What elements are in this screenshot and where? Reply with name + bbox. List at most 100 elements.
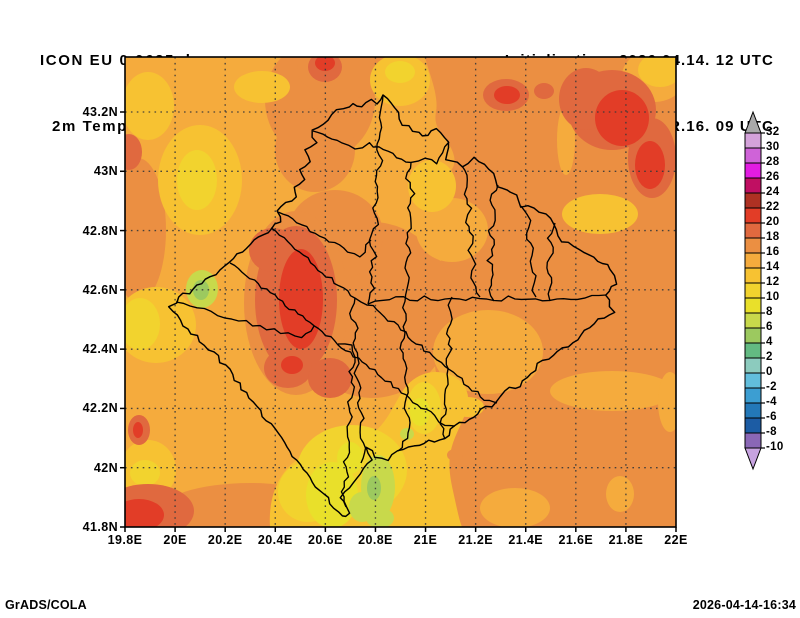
municipality-border bbox=[486, 184, 499, 302]
colorbar-arrow-below bbox=[744, 447, 762, 471]
colorbar-level-label: 18 bbox=[766, 231, 780, 243]
temp-contour-20..22 bbox=[635, 141, 665, 189]
lon-tick-label: 22E bbox=[664, 533, 688, 547]
colorbar-segment bbox=[744, 357, 762, 374]
lat-tick-label: 43N bbox=[93, 164, 118, 179]
lon-tick-label: 19.8E bbox=[107, 533, 143, 547]
temp-contour-20..22 bbox=[279, 249, 323, 349]
colorbar-segment bbox=[744, 372, 762, 389]
lon-tick-label: 20.4E bbox=[257, 533, 293, 547]
colorbar-segment bbox=[744, 162, 762, 179]
temp-contour-6..8 bbox=[400, 428, 414, 440]
temp-contour-8..10 bbox=[306, 462, 358, 527]
temp-contour-16..18 bbox=[447, 449, 463, 461]
colorbar-level-label: 30 bbox=[766, 141, 780, 153]
colorbar-level-label: 10 bbox=[766, 291, 780, 303]
municipality-border bbox=[270, 227, 498, 404]
temp-contour-12..14 bbox=[125, 72, 174, 140]
temp-contour-16..18 bbox=[125, 158, 166, 302]
municipality-border bbox=[349, 297, 367, 464]
colorbar-level-label: 8 bbox=[766, 306, 773, 318]
lat-tick-label: 42.6N bbox=[82, 282, 118, 297]
colorbar-level-label: 2 bbox=[766, 351, 773, 363]
temp-contour-20..22 bbox=[595, 90, 649, 146]
colorbar-segment bbox=[744, 402, 762, 419]
lon-tick-label: 21.2E bbox=[458, 533, 493, 547]
colorbar-level-label: 6 bbox=[766, 321, 773, 333]
colorbar-level-label: 26 bbox=[766, 171, 780, 183]
municipality-border bbox=[367, 294, 607, 305]
colorbar-segment bbox=[744, 192, 762, 209]
colorbar-level-label: 14 bbox=[766, 261, 780, 273]
temp-contour-16..18 bbox=[275, 108, 355, 192]
lon-tick-label: 20.6E bbox=[308, 533, 343, 547]
colorbar-segment bbox=[744, 252, 762, 269]
temp-contour-18..20 bbox=[308, 358, 352, 398]
colorbar-level-label: 16 bbox=[766, 246, 780, 258]
temp-contour-10..12 bbox=[177, 150, 217, 210]
colorbar-segment bbox=[744, 342, 762, 359]
map-frame bbox=[124, 56, 677, 528]
municipality-border bbox=[520, 205, 537, 298]
temp-contour-16..18 bbox=[457, 464, 469, 474]
colorbar-level-label: 32 bbox=[766, 126, 780, 138]
temp-contour-14..16 bbox=[550, 371, 674, 411]
municipality-border bbox=[277, 211, 372, 258]
lat-tick-label: 43.2N bbox=[82, 105, 118, 119]
lat-tick-label: 41.8N bbox=[82, 520, 118, 534]
temp-contour-12..14 bbox=[452, 397, 484, 417]
municipality-border bbox=[402, 162, 416, 334]
colorbar-segment bbox=[744, 222, 762, 239]
lon-tick-label: 20.2E bbox=[207, 533, 243, 547]
colorbar-level-label: 22 bbox=[766, 201, 780, 213]
colorbar-segment bbox=[744, 207, 762, 224]
lon-tick-label: 21.8E bbox=[608, 533, 644, 547]
colorbar-segment bbox=[744, 237, 762, 254]
colorbar-segment bbox=[744, 432, 762, 449]
colorbar-level-label: 12 bbox=[766, 276, 780, 288]
colorbar-level-label: -2 bbox=[766, 381, 777, 393]
colorbar-level-label: -10 bbox=[766, 441, 784, 453]
colorbar-segment bbox=[744, 282, 762, 299]
colorbar-level-label: 0 bbox=[766, 366, 773, 378]
temperature-field bbox=[125, 57, 676, 527]
colorbar-segment bbox=[744, 297, 762, 314]
municipality-border bbox=[229, 262, 456, 427]
temp-contour-20..22 bbox=[125, 499, 164, 527]
colorbar-arrow-above bbox=[744, 110, 762, 134]
temp-contour-12..14 bbox=[562, 194, 638, 234]
colorbar-segment bbox=[744, 132, 762, 149]
temp-contour-20..22 bbox=[133, 422, 143, 438]
colorbar-segment bbox=[744, 327, 762, 344]
temp-contour-20..22 bbox=[281, 356, 303, 374]
temp-contour-12..14 bbox=[234, 71, 290, 103]
lon-tick-label: 21.4E bbox=[508, 533, 544, 547]
temp-contour-20..22 bbox=[494, 86, 520, 104]
colorbar-segment bbox=[744, 417, 762, 434]
lon-tick-label: 21E bbox=[413, 533, 438, 547]
lat-tick-label: 42N bbox=[93, 460, 118, 475]
colorbar-level-label: 20 bbox=[766, 216, 780, 228]
temp-contour-8..10 bbox=[337, 442, 363, 474]
lat-tick-label: 42.2N bbox=[82, 401, 118, 416]
temp-contour-14..16 bbox=[606, 476, 634, 512]
temp-contour-12..14 bbox=[408, 160, 456, 212]
temp-contour-14..16 bbox=[480, 488, 550, 527]
kosovo-borders bbox=[167, 94, 618, 518]
municipality-border bbox=[337, 343, 356, 508]
lat-tick-label: 42.4N bbox=[82, 342, 118, 357]
colorbar-level-label: -6 bbox=[766, 411, 777, 423]
lon-tick-label: 20.8E bbox=[358, 533, 393, 547]
municipality-border bbox=[546, 222, 556, 302]
lon-tick-label: 21.6E bbox=[558, 533, 594, 547]
temp-contour-4..6 bbox=[367, 476, 381, 500]
municipality-border bbox=[312, 130, 450, 165]
colorbar-segment bbox=[744, 147, 762, 164]
colorbar-segment bbox=[744, 387, 762, 404]
colorbar-segment bbox=[744, 312, 762, 329]
colorbar-level-label: -4 bbox=[766, 396, 777, 408]
municipality-border bbox=[461, 165, 481, 298]
colorbar-level-label: -8 bbox=[766, 426, 777, 438]
temp-contour-4..6 bbox=[193, 280, 209, 300]
